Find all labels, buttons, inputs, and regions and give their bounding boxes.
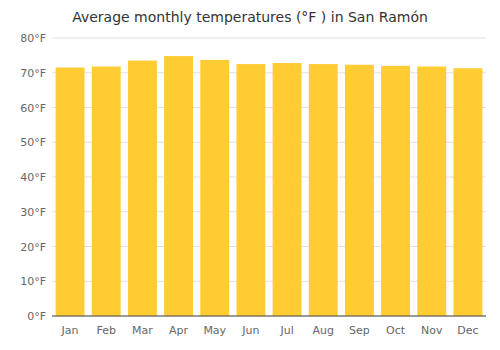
bar bbox=[417, 66, 446, 316]
y-tick-label: 30°F bbox=[20, 206, 46, 219]
y-tick-label: 80°F bbox=[20, 32, 46, 45]
bars bbox=[56, 56, 483, 316]
x-tick-label: Nov bbox=[421, 324, 443, 337]
x-tick-label: Jan bbox=[61, 324, 79, 337]
bar bbox=[92, 66, 121, 316]
chart-svg: Average monthly temperatures (°F ) in Sa… bbox=[0, 0, 500, 350]
x-axis-line bbox=[52, 316, 486, 317]
y-tick-label: 50°F bbox=[20, 136, 46, 149]
grid bbox=[52, 38, 486, 316]
y-tick-label: 0°F bbox=[27, 310, 46, 323]
y-tick-label: 70°F bbox=[20, 67, 46, 80]
x-tick-label: Sep bbox=[349, 324, 370, 337]
bar bbox=[453, 68, 482, 316]
bar bbox=[309, 64, 338, 316]
x-tick-label: Oct bbox=[386, 324, 406, 337]
x-tick-label: Mar bbox=[132, 324, 153, 337]
x-axis: Jan Feb Mar Apr May Jun Jul Aug Sep Oct Nov Dec bbox=[52, 316, 486, 337]
x-tick-label: Aug bbox=[313, 324, 334, 337]
y-ticks: 0°F 10°F 20°F 30°F 40°F 50°F 60°F 70°F 80°F bbox=[20, 32, 46, 323]
bar bbox=[345, 65, 374, 316]
x-tick-label: Dec bbox=[457, 324, 478, 337]
bar bbox=[381, 66, 410, 316]
x-tick-label: May bbox=[203, 324, 226, 337]
grid-line bbox=[52, 38, 486, 39]
title: Average monthly temperatures (°F ) in Sa… bbox=[72, 9, 428, 25]
x-tick-label: Jun bbox=[241, 324, 259, 337]
bar bbox=[56, 68, 85, 316]
y-tick-label: 10°F bbox=[20, 275, 46, 288]
bar bbox=[273, 63, 302, 316]
grid-line bbox=[52, 316, 486, 317]
y-tick-label: 40°F bbox=[20, 171, 46, 184]
bar bbox=[164, 56, 193, 316]
bar bbox=[128, 61, 157, 316]
bar bbox=[200, 60, 229, 316]
chart-container: Average monthly temperatures (°F ) in Sa… bbox=[0, 0, 500, 350]
x-tick-label: Feb bbox=[97, 324, 116, 337]
x-tick-label: Apr bbox=[169, 324, 189, 337]
y-tick-label: 20°F bbox=[20, 241, 46, 254]
x-tick-label: Jul bbox=[279, 324, 293, 337]
y-tick-label: 60°F bbox=[20, 102, 46, 115]
bar bbox=[236, 64, 265, 316]
